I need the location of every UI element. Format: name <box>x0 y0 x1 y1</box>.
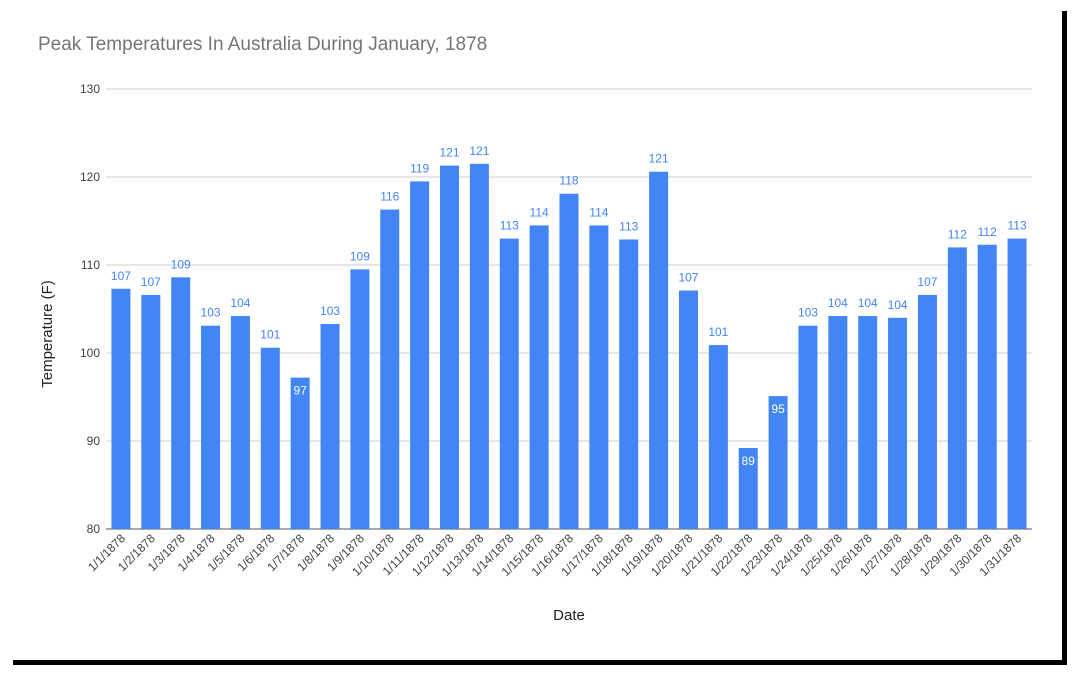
bar <box>589 225 609 529</box>
bar <box>828 316 848 529</box>
data-label: 121 <box>469 144 489 158</box>
data-label: 121 <box>440 146 460 160</box>
data-label: 89 <box>742 454 756 468</box>
x-axis-title: Date <box>553 607 585 624</box>
bar <box>290 377 310 529</box>
bar <box>410 181 430 529</box>
bar <box>619 239 639 530</box>
data-label: 103 <box>798 306 818 320</box>
bar <box>440 165 460 529</box>
bar <box>260 347 280 529</box>
data-label: 114 <box>530 205 549 219</box>
bar <box>708 345 728 529</box>
y-tick-label: 130 <box>80 82 100 96</box>
bar <box>141 294 161 529</box>
bar <box>380 209 400 529</box>
bar <box>1007 238 1027 529</box>
data-label: 116 <box>380 190 399 204</box>
bar <box>917 294 937 529</box>
data-label: 97 <box>293 384 307 398</box>
data-label: 113 <box>619 219 638 233</box>
x-axis-ticks: 1/1/18781/2/18781/3/18781/4/18781/5/1878… <box>85 531 1024 579</box>
data-label: 103 <box>201 306 221 320</box>
y-tick-label: 110 <box>81 258 100 272</box>
data-labels: 107 107 109 103 104 101 97 103 109 116 119 121 121 11… <box>111 144 1027 468</box>
bar <box>947 247 967 529</box>
data-label: 101 <box>708 325 728 339</box>
data-label: 101 <box>260 328 280 342</box>
y-tick-label: 100 <box>80 346 100 360</box>
data-label: 107 <box>141 275 161 289</box>
chart-title: Peak Temperatures In Australia During Ja… <box>38 34 488 55</box>
data-label: 109 <box>350 249 370 263</box>
bar <box>171 277 191 529</box>
bar <box>529 225 549 529</box>
data-label: 109 <box>171 257 191 271</box>
data-label: 119 <box>410 161 429 175</box>
bar <box>559 193 579 529</box>
bar <box>738 448 758 529</box>
data-label: 95 <box>771 402 785 416</box>
y-axis-ticks: 80 90 100 110 120 130 <box>80 82 100 536</box>
y-axis-title: Temperature (F) <box>39 280 56 388</box>
bar <box>230 316 250 529</box>
bar <box>350 269 370 529</box>
bar <box>977 244 997 529</box>
y-tick-label: 90 <box>87 434 101 448</box>
data-label: 103 <box>320 304 340 318</box>
y-tick-label: 120 <box>80 170 100 184</box>
bar <box>888 317 908 529</box>
bar <box>858 316 878 529</box>
data-label: 121 <box>649 152 669 166</box>
bar <box>768 396 788 529</box>
data-label: 118 <box>559 174 578 188</box>
data-label: 104 <box>230 296 250 310</box>
y-tick-label: 80 <box>87 522 101 536</box>
data-label: 104 <box>888 298 908 312</box>
bars <box>111 163 1027 530</box>
bar <box>469 163 489 530</box>
data-label: 112 <box>978 225 997 239</box>
data-label: 107 <box>111 269 131 283</box>
bar <box>649 171 669 529</box>
bar <box>678 290 698 529</box>
data-label: 113 <box>500 219 519 233</box>
data-label: 107 <box>917 275 937 289</box>
data-label: 107 <box>678 271 698 285</box>
data-label: 104 <box>828 296 848 310</box>
chart-frame: Peak Temperatures In Australia During Ja… <box>8 6 1062 660</box>
data-label: 113 <box>1007 219 1026 233</box>
bar <box>499 238 519 529</box>
data-label: 112 <box>948 227 967 241</box>
data-label: 104 <box>858 296 878 310</box>
bar <box>798 325 818 529</box>
bar <box>111 288 131 529</box>
data-label: 114 <box>589 205 608 219</box>
bar <box>320 323 340 529</box>
bar-chart: 107 107 109 103 104 101 97 103 109 116 119 121 121 11… <box>39 82 1032 624</box>
bar <box>201 325 221 529</box>
